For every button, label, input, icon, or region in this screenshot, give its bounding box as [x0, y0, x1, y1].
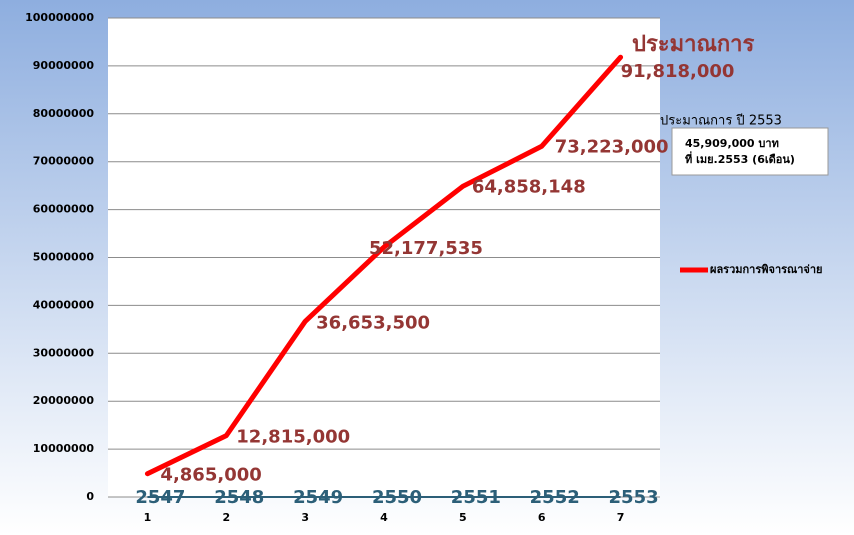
y-tick-label: 60000000: [33, 203, 95, 216]
y-tick-label: 100000000: [25, 11, 94, 24]
y-tick-label: 90000000: [33, 59, 95, 72]
y-tick-label: 40000000: [33, 298, 95, 311]
y-tick-label: 70000000: [33, 155, 95, 168]
forecast-title: ประมาณการ: [632, 32, 755, 57]
forecast-year: ประมาณการ ปี 2553: [660, 113, 782, 129]
legend: ผลรวมการพิจารณาจ่าย: [680, 263, 823, 276]
note-line: ที่ เมย.2553 (6เดือน): [685, 151, 795, 166]
y-tick-label: 80000000: [33, 107, 95, 120]
y-tick-label: 50000000: [33, 251, 95, 264]
value-label: 52,177,535: [369, 238, 483, 259]
value-label: 91,818,000: [621, 61, 735, 82]
grid: 0 10000000 20000000 30000000 40000000 5000000…: [25, 11, 660, 524]
year-label: 2549: [293, 487, 343, 508]
value-label: 36,653,500: [316, 312, 430, 333]
year-label: 2551: [451, 487, 501, 508]
x-tick-label: 7: [617, 511, 625, 524]
marks: 2547 2548 2549 2550 2551 2552 2553 4,865,000 12,…: [135, 54, 735, 508]
x-tick-label: 1: [144, 511, 152, 524]
note-box: [671, 127, 829, 176]
x-tick-label: 6: [538, 511, 546, 524]
y-tick-label: 20000000: [33, 394, 95, 407]
x-tick-label: 5: [459, 511, 467, 524]
year-label: 2548: [214, 487, 264, 508]
y-tick-label: 10000000: [33, 442, 95, 455]
value-label: 4,865,000: [160, 465, 261, 486]
year-label: 2550: [372, 487, 422, 508]
value-label: 12,815,000: [236, 427, 350, 448]
data-line: [144, 54, 624, 477]
year-label: 2553: [609, 487, 659, 508]
x-tick-label: 4: [380, 511, 388, 524]
value-label: 64,858,148: [472, 176, 586, 197]
x-tick-label: 2: [222, 511, 230, 524]
year-label: 2552: [530, 487, 580, 508]
y-tick-label: 30000000: [33, 346, 95, 359]
y-tick-label: 0: [86, 490, 94, 503]
legend-label: ผลรวมการพิจารณาจ่าย: [710, 263, 823, 276]
note-line: 45,909,000 บาท: [685, 137, 779, 150]
value-label: 73,223,000: [555, 136, 669, 157]
year-label: 2547: [135, 487, 185, 508]
x-tick-label: 3: [301, 511, 309, 524]
